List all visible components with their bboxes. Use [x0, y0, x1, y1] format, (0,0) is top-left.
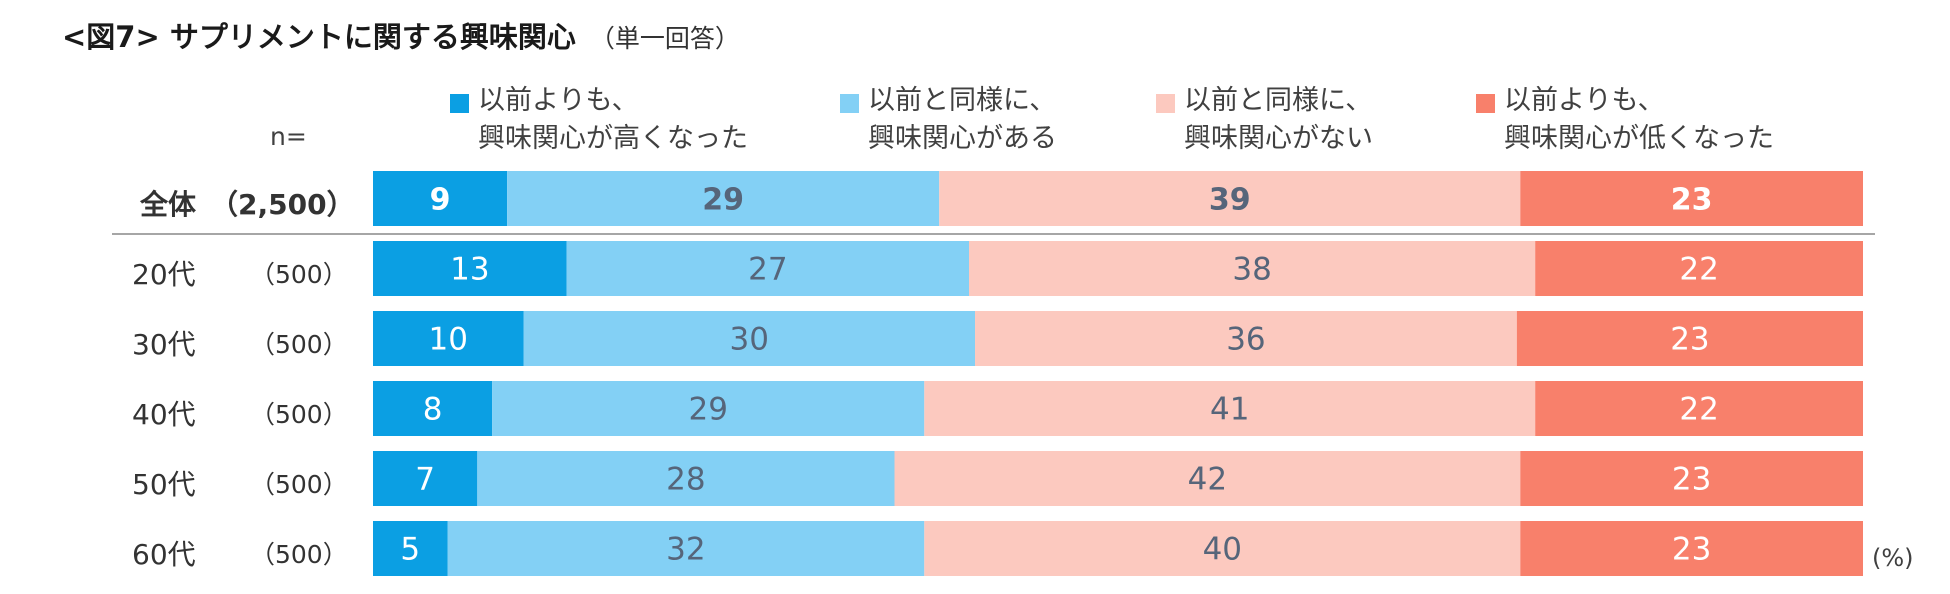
- data-label-40s-more-interest: 8: [423, 392, 443, 428]
- bar-50s-same-not-interested: [894, 451, 1521, 506]
- bar-20s-same-not-interested: [969, 241, 1536, 296]
- bar-40s-same-not-interested: [924, 381, 1536, 436]
- data-label-60s-same-not-interested: 40: [1203, 532, 1242, 568]
- row-n: （500）: [250, 330, 348, 359]
- row-label-20s: 20代 （500）: [0, 241, 350, 297]
- data-label-30s-more-interest: 10: [429, 322, 468, 358]
- legend-swatch-same-not-interested: [1156, 94, 1175, 113]
- row-n: （2,500）: [210, 188, 355, 221]
- data-label-50s-less-interest: 23: [1672, 462, 1711, 498]
- row-n: （500）: [250, 260, 348, 289]
- data-label-30s-less-interest: 23: [1670, 322, 1709, 358]
- bar-30s-more-interest: [373, 311, 524, 366]
- chart-subtitle: （単一回答）: [589, 24, 740, 53]
- bar-40s-more-interest: [373, 381, 493, 436]
- legend-item-same-interested: 以前と同様に、 興味関心がある: [840, 82, 1057, 158]
- data-label-total-more-interest: 9: [430, 183, 451, 218]
- data-label-total-less-interest: 23: [1671, 183, 1713, 218]
- row-label-50s: 50代 （500）: [0, 451, 350, 507]
- legend-label-line2: 興味関心が高くなった: [478, 123, 748, 154]
- bar-60s-more-interest: [373, 521, 448, 576]
- legend-swatch-more-interest: [450, 94, 469, 113]
- data-label-20s-same-not-interested: 38: [1232, 252, 1271, 288]
- legend-label-line1: 以前よりも、: [478, 85, 639, 116]
- data-label-20s-less-interest: 22: [1679, 252, 1718, 288]
- legend-label-line1: 以前と同様に、: [868, 85, 1057, 116]
- row-n: （500）: [250, 470, 348, 499]
- bar-30s-same-not-interested: [975, 311, 1517, 366]
- data-label-total-same-not-interested: 39: [1209, 183, 1251, 218]
- bar-total-same-not-interested: [939, 171, 1521, 226]
- data-label-40s-same-interested: 29: [689, 392, 728, 428]
- data-label-20s-same-interested: 27: [748, 252, 787, 288]
- row-label-40s: 40代 （500）: [0, 381, 350, 437]
- row-group: 60代: [132, 538, 196, 571]
- row-label-30s: 30代 （500）: [0, 311, 350, 367]
- row-n: （500）: [250, 400, 348, 429]
- data-label-40s-less-interest: 22: [1679, 392, 1718, 428]
- bar-30s-less-interest: [1516, 311, 1863, 366]
- legend-label-line2: 興味関心が低くなった: [1504, 123, 1774, 154]
- row-group: 30代: [132, 328, 196, 361]
- legend-swatch-less-interest: [1476, 94, 1495, 113]
- row-group: 40代: [132, 398, 196, 431]
- data-label-30s-same-not-interested: 36: [1226, 322, 1265, 358]
- row-group: 50代: [132, 468, 196, 501]
- legend-item-more-interest: 以前よりも、 興味関心が高くなった: [450, 82, 748, 158]
- data-label-60s-less-interest: 23: [1672, 532, 1711, 568]
- legend-label-line1: 以前よりも、: [1504, 85, 1665, 116]
- data-label-40s-same-not-interested: 41: [1210, 392, 1249, 428]
- legend-item-same-not-interested: 以前と同様に、 興味関心がない: [1156, 82, 1373, 158]
- row-group: 全体: [140, 188, 197, 221]
- data-label-50s-same-not-interested: 42: [1188, 462, 1227, 498]
- chart-title-main: <図7> サプリメントに関する興味関心: [62, 20, 576, 54]
- data-label-50s-more-interest: 7: [415, 462, 435, 498]
- data-label-total-same-interested: 29: [702, 183, 744, 218]
- row-label-total: 全体 （2,500）: [0, 171, 355, 227]
- bar-40s-same-interested: [492, 381, 925, 436]
- bar-60s-same-interested: [447, 521, 925, 576]
- chart-title: <図7> サプリメントに関する興味関心 （単一回答）: [62, 14, 740, 56]
- bar-50s-less-interest: [1520, 451, 1863, 506]
- data-label-60s-same-interested: 32: [666, 532, 705, 568]
- legend-item-less-interest: 以前よりも、 興味関心が低くなった: [1476, 82, 1774, 158]
- bar-40s-less-interest: [1535, 381, 1863, 436]
- unit-label: (%): [1872, 544, 1914, 572]
- bar-total-less-interest: [1520, 171, 1863, 226]
- legend-label-line2: 興味関心がない: [1184, 123, 1373, 154]
- bar-20s-more-interest: [373, 241, 567, 296]
- data-label-30s-same-interested: 30: [730, 322, 769, 358]
- data-label-20s-more-interest: 13: [450, 252, 489, 288]
- data-label-50s-same-interested: 28: [666, 462, 705, 498]
- bar-60s-less-interest: [1520, 521, 1863, 576]
- row-label-60s: 60代 （500）: [0, 521, 350, 577]
- n-header: n=: [270, 122, 307, 151]
- legend-label-line1: 以前と同様に、: [1184, 85, 1373, 116]
- bar-total-same-interested: [507, 171, 940, 226]
- bar-60s-same-not-interested: [924, 521, 1521, 576]
- bar-50s-same-interested: [477, 451, 895, 506]
- row-group: 20代: [132, 258, 196, 291]
- legend-label-line2: 興味関心がある: [868, 123, 1057, 154]
- bar-20s-less-interest: [1535, 241, 1863, 296]
- bar-50s-more-interest: [373, 451, 478, 506]
- row-n: （500）: [250, 540, 348, 569]
- bar-30s-same-interested: [523, 311, 976, 366]
- bar-total-more-interest: [373, 171, 508, 226]
- data-label-60s-more-interest: 5: [400, 532, 420, 568]
- legend-swatch-same-interested: [840, 94, 859, 113]
- bar-20s-same-interested: [566, 241, 969, 296]
